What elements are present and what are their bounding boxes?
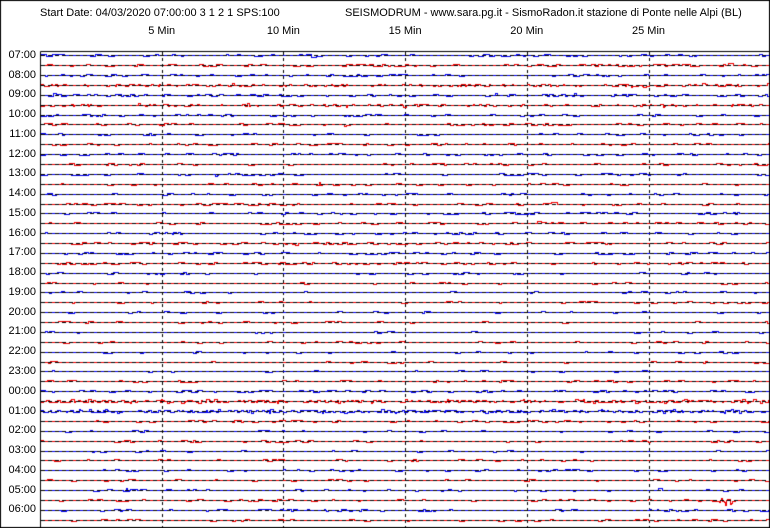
station-title-text: SEISMODRUM - www.sara.pg.it - SismoRadon… <box>345 7 742 19</box>
minute-tick-label: 10 Min <box>266 25 300 37</box>
minute-tick-label: 15 Min <box>388 25 422 37</box>
hour-tick-label: 15:00 <box>8 207 36 219</box>
hour-tick-label: 14:00 <box>8 187 36 199</box>
hour-tick-label: 07:00 <box>8 49 36 61</box>
hour-tick-label: 22:00 <box>8 345 36 357</box>
hour-tick-label: 20:00 <box>8 306 36 318</box>
hour-tick-label: 05:00 <box>8 484 36 496</box>
hour-tick-label: 09:00 <box>8 88 36 100</box>
hour-tick-label: 02:00 <box>8 424 36 436</box>
hour-tick-label: 06:00 <box>8 503 36 515</box>
hour-tick-label: 11:00 <box>9 128 36 140</box>
hour-tick-label: 08:00 <box>8 69 36 81</box>
minute-tick-label: 5 Min <box>148 25 176 37</box>
hour-tick-label: 01:00 <box>8 405 36 417</box>
hour-tick-label: 03:00 <box>8 444 36 456</box>
hour-tick-label: 17:00 <box>8 246 36 258</box>
start-date-text: Start Date: 04/03/2020 07:00:00 3 1 2 1 … <box>40 7 280 19</box>
hour-tick-label: 00:00 <box>8 385 36 397</box>
minute-tick-label: 20 Min <box>510 25 544 37</box>
hour-tick-label: 23:00 <box>8 365 36 377</box>
hour-tick-label: 10:00 <box>8 108 36 120</box>
hour-tick-label: 12:00 <box>8 148 36 160</box>
hour-tick-label: 19:00 <box>8 286 36 298</box>
hour-tick-label: 18:00 <box>8 266 36 278</box>
hour-tick-label: 04:00 <box>8 464 36 476</box>
hour-tick-label: 16:00 <box>8 227 36 239</box>
hour-tick-label: 21:00 <box>8 325 36 337</box>
hour-tick-label: 13:00 <box>8 167 36 179</box>
minute-tick-label: 25 Min <box>631 25 666 37</box>
